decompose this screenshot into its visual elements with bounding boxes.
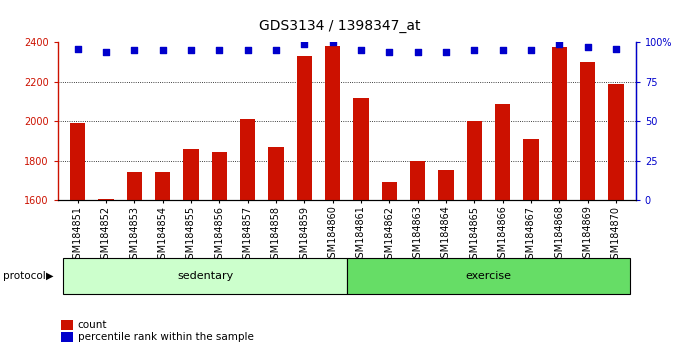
Point bbox=[412, 49, 423, 55]
Point bbox=[157, 47, 168, 53]
Point bbox=[101, 49, 112, 55]
Bar bbox=[211, 152, 227, 200]
Point bbox=[611, 46, 622, 52]
Bar bbox=[551, 47, 567, 200]
Text: GDS3134 / 1398347_at: GDS3134 / 1398347_at bbox=[259, 19, 421, 34]
Bar bbox=[126, 172, 142, 200]
Bar bbox=[347, 258, 630, 294]
Point bbox=[214, 47, 225, 53]
Bar bbox=[240, 119, 256, 200]
Bar bbox=[325, 46, 341, 200]
Point bbox=[526, 47, 537, 53]
Point bbox=[497, 47, 508, 53]
Bar bbox=[183, 149, 199, 200]
Text: protocol: protocol bbox=[3, 271, 46, 281]
Bar bbox=[438, 171, 454, 200]
Point bbox=[441, 49, 452, 55]
Bar bbox=[410, 161, 426, 200]
Bar bbox=[466, 121, 482, 200]
Bar bbox=[608, 84, 624, 200]
Bar bbox=[63, 258, 347, 294]
Bar bbox=[98, 199, 114, 200]
Bar bbox=[495, 103, 511, 200]
Point bbox=[554, 41, 565, 47]
Point bbox=[469, 47, 480, 53]
Point bbox=[384, 49, 395, 55]
Bar bbox=[381, 182, 397, 200]
Point bbox=[242, 47, 253, 53]
Point bbox=[271, 47, 282, 53]
Text: sedentary: sedentary bbox=[177, 271, 233, 281]
Bar bbox=[580, 62, 596, 200]
Bar bbox=[523, 139, 539, 200]
Text: count: count bbox=[78, 320, 107, 330]
Bar bbox=[353, 98, 369, 200]
Bar bbox=[296, 56, 312, 200]
Text: percentile rank within the sample: percentile rank within the sample bbox=[78, 332, 254, 342]
Point bbox=[186, 47, 197, 53]
Point bbox=[299, 41, 310, 47]
Point bbox=[72, 46, 83, 52]
Point bbox=[582, 44, 593, 50]
Text: ▶: ▶ bbox=[46, 271, 54, 281]
Point bbox=[129, 47, 140, 53]
Point bbox=[327, 40, 338, 45]
Bar bbox=[155, 172, 171, 200]
Text: exercise: exercise bbox=[466, 271, 511, 281]
Bar bbox=[70, 123, 86, 200]
Bar bbox=[268, 147, 284, 200]
Point bbox=[356, 47, 367, 53]
